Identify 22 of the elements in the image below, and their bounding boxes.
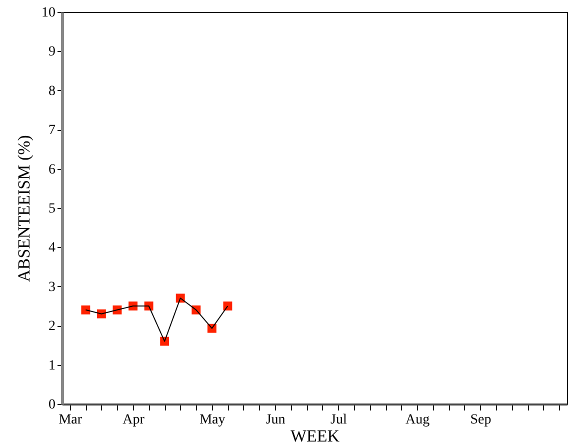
y-tick-label: 7 (48, 123, 56, 138)
y-tick-label: 5 (48, 202, 56, 216)
y-axis-title: ABSENTEEISM (%) (14, 135, 34, 282)
y-tick-label: 2 (48, 319, 56, 334)
x-tick-label: May (200, 412, 226, 428)
x-tick-label: Apr (122, 412, 145, 428)
x-tick-label: Jul (330, 412, 347, 428)
x-axis-title: WEEK (290, 426, 340, 446)
y-tick-label: 3 (48, 280, 56, 295)
point (223, 302, 232, 310)
y-tick-label: 4 (48, 240, 56, 256)
y-tick-label: 8 (48, 84, 56, 99)
y-tick-label: 0 (48, 398, 56, 412)
y-tick-label: 1 (48, 358, 56, 374)
x-tick-label: Mar (58, 412, 82, 428)
x-tick-label: Jun (266, 412, 286, 428)
y-tick-label: 10 (42, 6, 56, 20)
y-tick-label: 6 (48, 162, 56, 178)
point (81, 305, 90, 314)
x-tick-label: Sep (470, 412, 492, 428)
x-tick-label: Aug (406, 412, 430, 428)
y-tick-label: 9 (48, 44, 56, 60)
